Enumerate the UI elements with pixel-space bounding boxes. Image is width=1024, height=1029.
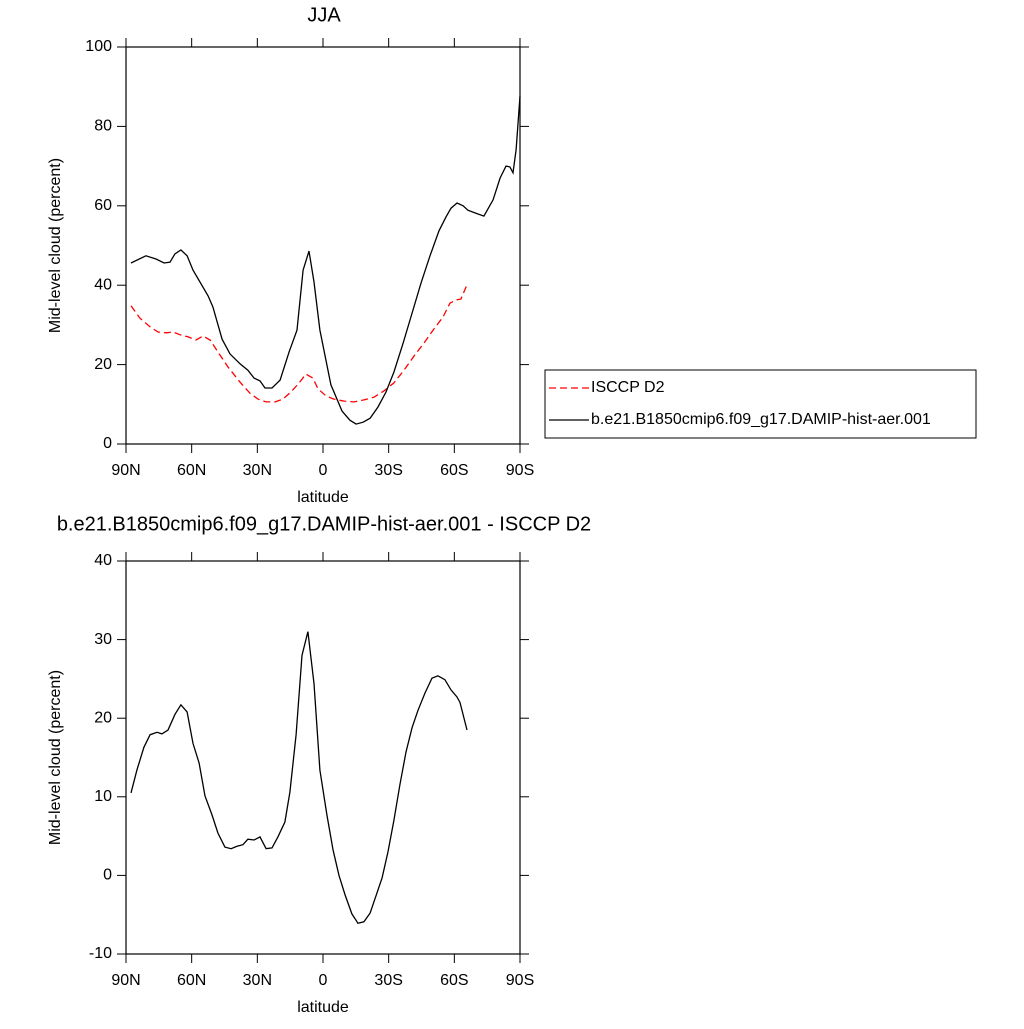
chart-title: JJA [307,4,341,26]
data-line [130,96,521,425]
y-tick-label: 0 [103,435,112,452]
y-axis-label: Mid-level cloud (percent) [47,158,64,333]
x-tick-label: 30S [374,972,402,989]
x-tick-label: 90S [506,462,534,479]
y-tick-label: 0 [103,867,112,884]
chart-title: b.e21.B1850cmip6.f09_g17.DAMIP-hist-aer.… [57,513,591,535]
x-tick-label: 60S [440,462,468,479]
y-axis-label: Mid-level cloud (percent) [47,670,64,845]
plot-frame [125,46,521,445]
x-axis-label: latitude [297,999,349,1016]
y-tick-label: 60 [94,197,112,214]
x-tick-label: 0 [319,972,328,989]
data-line [130,284,468,403]
x-axis-label: latitude [297,489,349,506]
y-tick-label: 20 [94,356,112,373]
x-tick-label: 90N [111,972,140,989]
y-tick-label: -10 [89,945,112,962]
x-tick-label: 30N [243,462,272,479]
x-tick-label: 60S [440,972,468,989]
x-tick-label: 90S [506,972,534,989]
x-tick-label: 30S [374,462,402,479]
legend-label: ISCCP D2 [591,379,665,396]
y-tick-label: 30 [94,631,112,648]
plot-frame [125,560,521,955]
y-tick-label: 20 [94,709,112,726]
y-tick-label: 80 [94,118,112,135]
legend-box [544,369,977,439]
y-tick-label: 100 [85,38,112,55]
legend-label: b.e21.B1850cmip6.f09_g17.DAMIP-hist-aer.… [591,411,931,428]
x-tick-label: 30N [243,972,272,989]
x-tick-label: 60N [177,972,206,989]
x-tick-label: 90N [111,462,140,479]
data-line [130,631,468,925]
x-tick-label: 0 [319,462,328,479]
y-tick-label: 40 [94,276,112,293]
y-tick-label: 40 [94,552,112,569]
y-tick-label: 10 [94,788,112,805]
x-tick-label: 60N [177,462,206,479]
